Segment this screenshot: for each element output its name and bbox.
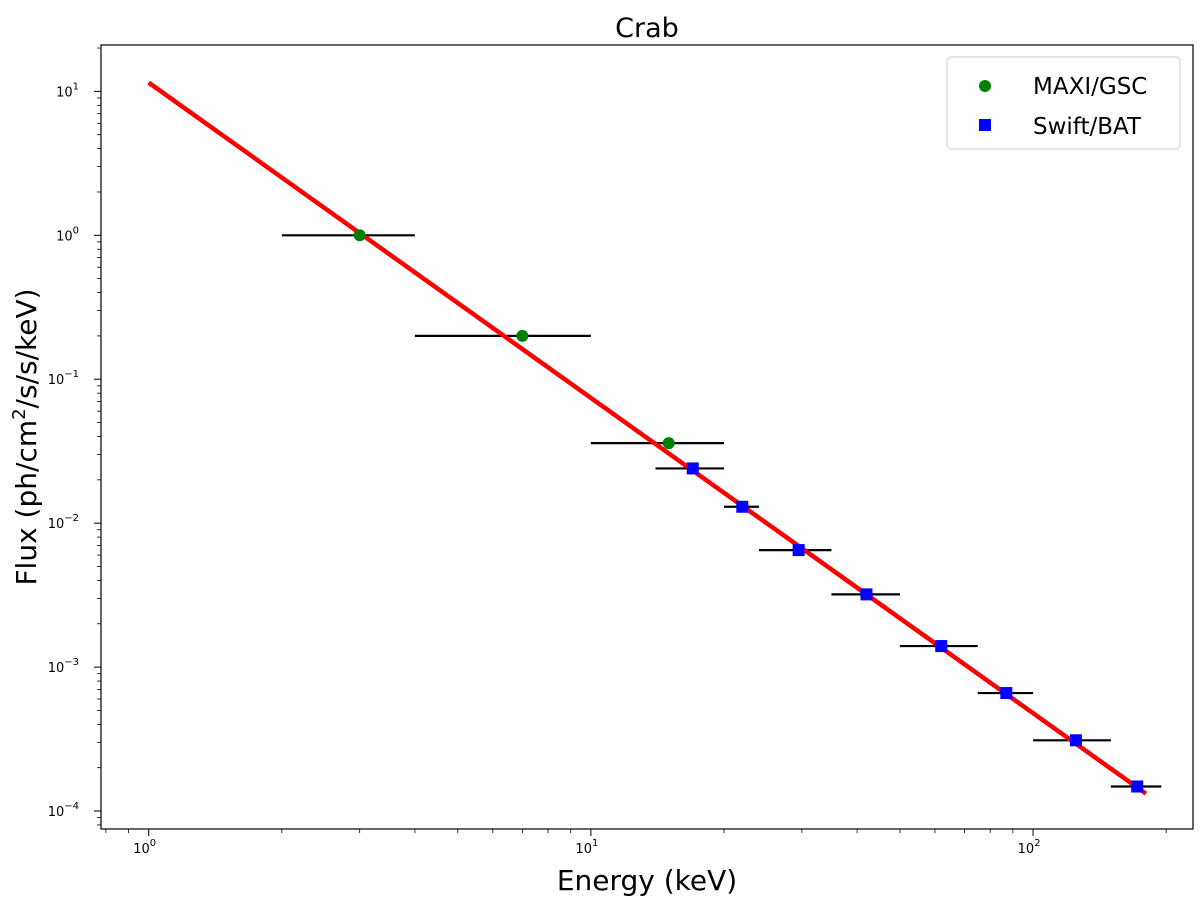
data-point-swift-bat	[935, 640, 948, 653]
y-tick-label: 100	[56, 225, 79, 244]
x-axis-title: Energy (keV)	[557, 864, 737, 897]
legend-label-swift-bat: Swift/BAT	[1033, 114, 1142, 140]
y-tick-label: 10−4	[48, 801, 79, 820]
legend-box	[946, 56, 1181, 150]
data-point-swift-bat	[860, 588, 873, 601]
data-point-maxi-gsc	[353, 229, 366, 242]
x-tick-label: 101	[575, 838, 598, 857]
y-axis-ticks: 10−4 10−3 10−2 10−1 100 101	[48, 47, 101, 826]
data-point-maxi-gsc	[662, 437, 675, 450]
legend: MAXI/GSC Swift/BAT	[946, 56, 1181, 150]
y-tick-label: 10−1	[48, 369, 79, 388]
data-point-swift-bat	[1069, 734, 1082, 747]
y-tick-label: 10−2	[48, 513, 79, 532]
x-tick-label: 102	[1018, 838, 1041, 857]
data-point-maxi-gsc	[516, 329, 529, 342]
power-law-model-line	[147, 80, 1148, 796]
x-axis-ticks: 100 101 102	[105, 829, 1167, 857]
axes-frame	[100, 44, 1194, 830]
legend-marker-swift-bat	[979, 119, 991, 131]
data-point-swift-bat	[792, 544, 805, 557]
data-point-swift-bat	[1000, 687, 1013, 700]
legend-marker-maxi-gsc	[979, 80, 991, 92]
plot-area	[147, 80, 1162, 796]
x-tick-label: 100	[133, 838, 156, 857]
chart-title: Crab	[615, 13, 679, 44]
y-tick-label: 10−3	[48, 657, 79, 676]
data-point-swift-bat	[1131, 780, 1144, 793]
legend-label-maxi-gsc: MAXI/GSC	[1033, 74, 1147, 100]
y-axis-title: Flux (ph/cm2/s/s/keV)	[9, 288, 43, 585]
y-tick-label: 101	[56, 81, 79, 100]
data-point-swift-bat	[686, 462, 699, 475]
data-point-swift-bat	[736, 500, 749, 513]
